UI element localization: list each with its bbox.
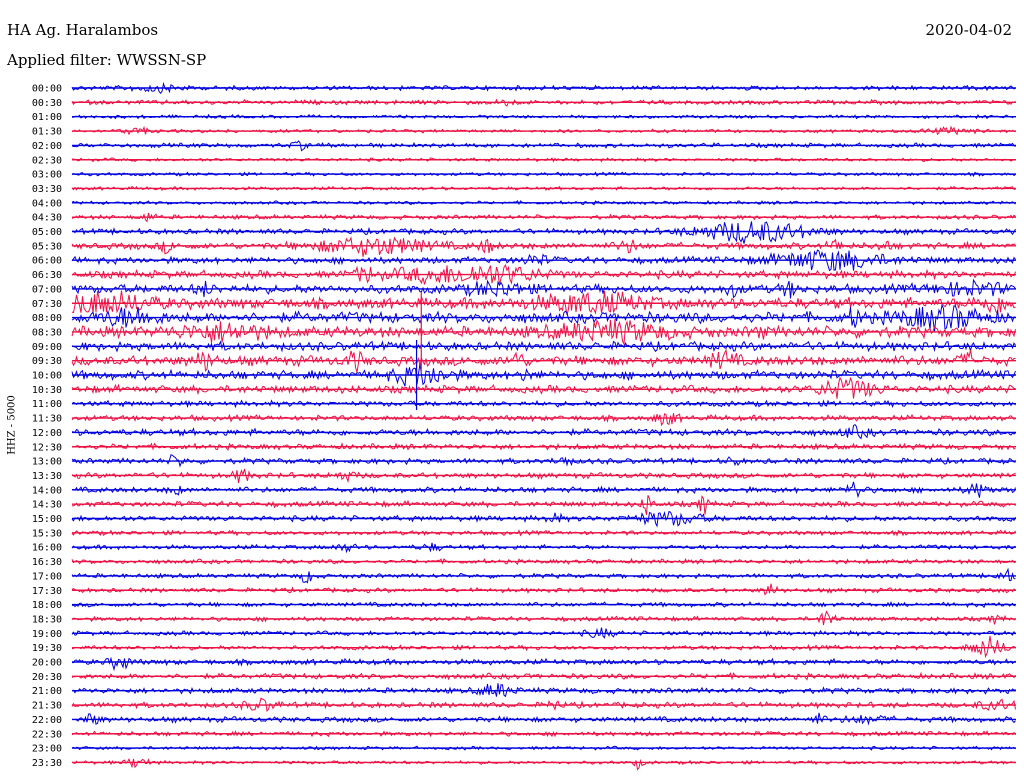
time-row-label: 09:00	[32, 342, 62, 353]
time-row-label: 06:00	[32, 256, 62, 267]
time-row-label: 21:00	[32, 686, 62, 697]
time-row-label: 09:30	[32, 356, 62, 367]
time-row-label: 17:00	[32, 571, 62, 582]
time-row-label: 12:00	[32, 428, 62, 439]
time-row-label: 15:00	[32, 514, 62, 525]
trace-line	[71, 481, 1016, 499]
trace-line	[71, 413, 1016, 427]
time-row-label: 13:30	[32, 471, 62, 482]
trace-line	[71, 318, 1016, 346]
trace-line	[71, 510, 1016, 528]
trace-line	[71, 712, 1016, 726]
time-row-label: 07:30	[32, 299, 62, 310]
time-row-label: 20:00	[32, 658, 62, 669]
trace-line	[71, 583, 1016, 596]
trace-line	[71, 340, 1016, 353]
trace-line	[71, 221, 1016, 244]
time-row-label: 14:00	[32, 485, 62, 496]
time-row-label: 10:30	[32, 385, 62, 396]
time-row-label: 06:30	[32, 270, 62, 281]
trace-line	[71, 683, 1016, 698]
time-row-label: 04:00	[32, 198, 62, 209]
time-row-label: 16:30	[32, 557, 62, 568]
trace-line	[71, 290, 1016, 316]
trace-line	[71, 236, 1016, 257]
trace-line	[71, 278, 1016, 299]
time-row-label: 19:00	[32, 629, 62, 640]
time-row-label: 15:30	[32, 528, 62, 539]
time-row-label: 02:30	[32, 155, 62, 166]
time-row-label: 08:30	[32, 327, 62, 338]
trace-line	[71, 635, 1016, 659]
station-title: HA Ag. Haralambos	[7, 21, 159, 39]
trace-line	[71, 423, 1016, 440]
time-row-label: 04:30	[32, 213, 62, 224]
time-row-label: 12:30	[32, 442, 62, 453]
time-row-label: 05:30	[32, 241, 62, 252]
time-row-label: 16:00	[32, 543, 62, 554]
time-row-label: 22:30	[32, 729, 62, 740]
time-row-label: 02:00	[32, 141, 62, 152]
record-date: 2020-04-02	[925, 21, 1012, 39]
time-row-label: 22:00	[32, 715, 62, 726]
trace-line	[71, 442, 1016, 451]
applied-filter: Applied filter: WWSSN-SP	[7, 51, 207, 69]
time-row-label: 01:30	[32, 127, 62, 138]
time-row-label: 23:00	[32, 744, 62, 755]
time-row-label: 08:00	[32, 313, 62, 324]
time-row-label: 19:30	[32, 643, 62, 654]
time-row-label: 00:00	[32, 84, 62, 95]
time-row-label: 17:30	[32, 586, 62, 597]
time-row-label: 01:00	[32, 112, 62, 123]
time-row-label: 23:30	[32, 758, 62, 769]
time-row-label: 13:00	[32, 457, 62, 468]
trace-line	[71, 376, 1016, 399]
time-row-label: 21:30	[32, 701, 62, 712]
time-row-label: 20:30	[32, 672, 62, 683]
time-row-label: 00:30	[32, 98, 62, 109]
time-row-label: 11:30	[32, 414, 62, 425]
time-row-label: 18:30	[32, 614, 62, 625]
trace-line	[71, 348, 1016, 373]
time-row-label: 07:00	[32, 284, 62, 295]
trace-line	[71, 495, 1016, 515]
time-row-label: 11:00	[32, 399, 62, 410]
trace-line	[71, 758, 1016, 771]
trace-line	[71, 468, 1016, 484]
time-row-label: 03:30	[32, 184, 62, 195]
time-row-label: 05:00	[32, 227, 62, 238]
time-row-label: 18:00	[32, 600, 62, 611]
time-row-label: 14:30	[32, 500, 62, 511]
time-row-label: 03:00	[32, 170, 62, 181]
trace-line	[71, 263, 1016, 286]
time-row-label: 10:00	[32, 371, 62, 382]
trace-line	[72, 656, 1016, 672]
